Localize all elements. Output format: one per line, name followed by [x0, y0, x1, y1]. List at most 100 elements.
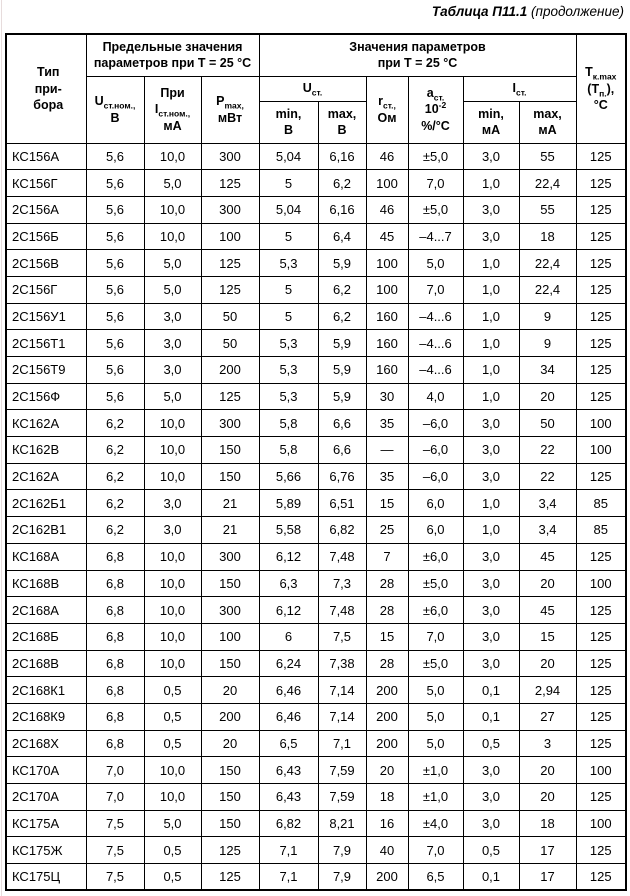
- value-cell: 5,8: [258, 409, 319, 438]
- value-cell: 85: [575, 516, 627, 544]
- value-cell: 150: [200, 756, 260, 784]
- value-cell: 5,3: [258, 249, 319, 277]
- value-cell: 6,2: [317, 275, 367, 304]
- value-cell: 125: [575, 649, 627, 678]
- value-cell: 10,0: [143, 649, 202, 678]
- value-cell: 5,0: [143, 809, 202, 838]
- a-st-power-base: 10: [424, 102, 439, 117]
- value-cell: 18: [365, 783, 409, 811]
- value-cell: 6,2: [85, 462, 145, 491]
- value-cell: 17: [518, 836, 577, 865]
- zener-parameters-table: Тип при- бора Предельные значения параме…: [5, 33, 628, 892]
- value-cell: –4...6: [407, 302, 464, 331]
- value-cell: 3,0: [143, 516, 202, 544]
- value-cell: 7,5: [85, 863, 145, 891]
- value-cell: 10,0: [143, 756, 202, 784]
- device-type-cell: 2С156В: [5, 249, 87, 277]
- value-cell: 10,0: [143, 409, 202, 438]
- value-cell: 28: [365, 596, 409, 624]
- value-cell: 6,82: [258, 809, 319, 838]
- value-cell: 0,5: [462, 729, 520, 758]
- value-cell: 6,2: [85, 516, 145, 544]
- i-st-symbol: I: [512, 81, 516, 96]
- value-cell: 200: [365, 863, 409, 891]
- value-cell: 1,0: [462, 356, 520, 384]
- value-cell: 1,0: [462, 329, 520, 357]
- u-nom-symbol: U: [94, 94, 104, 109]
- table-row: 2С156Т1 5,6 3,0 50 5,3 5,9 160 –4...6 1,0 9 125: [5, 329, 627, 357]
- value-cell: 6,0: [407, 516, 464, 544]
- i-nom-symbol: I: [154, 102, 159, 117]
- value-cell: 7,38: [317, 649, 367, 678]
- value-cell: ±5,0: [407, 142, 464, 171]
- value-cell: 22,4: [518, 249, 577, 277]
- value-cell: 7,5: [85, 809, 145, 838]
- value-cell: 7,0: [407, 169, 464, 197]
- value-cell: 5,9: [317, 329, 367, 357]
- value-cell: –4...7: [407, 222, 464, 251]
- header-u-max: max, В: [317, 100, 367, 144]
- t-max-paren-subscript: п.: [599, 88, 607, 99]
- value-cell: 22: [518, 436, 577, 464]
- value-cell: 6,8: [85, 569, 145, 598]
- value-cell: 6,8: [85, 676, 145, 704]
- value-cell: 5,6: [85, 275, 145, 304]
- value-cell: ±1,0: [407, 783, 464, 811]
- value-cell: 5,9: [317, 356, 367, 384]
- value-cell: 7,1: [317, 729, 367, 758]
- value-cell: 1,0: [462, 249, 520, 277]
- header-u-nom: Uст.ном., В: [85, 75, 145, 144]
- value-cell: 6,6: [317, 409, 367, 438]
- value-cell: 5,6: [85, 356, 145, 384]
- value-cell: 5,6: [85, 382, 145, 411]
- value-cell: 7,14: [317, 702, 367, 731]
- value-cell: 28: [365, 649, 409, 678]
- value-cell: 125: [575, 676, 627, 704]
- value-cell: 1,0: [462, 169, 520, 197]
- header-t-max: Tк.max (Tп.), °С: [575, 33, 627, 144]
- value-cell: 0,1: [462, 676, 520, 704]
- table-row: 2С156Ф 5,6 5,0 125 5,3 5,9 30 4,0 1,0 20 125: [5, 382, 627, 411]
- value-cell: 5,0: [143, 382, 202, 411]
- value-cell: 6,3: [258, 569, 319, 598]
- value-cell: 6,2: [317, 169, 367, 197]
- table-row: КС175А 7,5 5,0 150 6,82 8,21 16 ±4,0 3,0 18 100: [5, 809, 627, 838]
- value-cell: 5,6: [85, 222, 145, 251]
- value-cell: 125: [575, 356, 627, 384]
- value-cell: 3,4: [518, 516, 577, 544]
- value-cell: 7,0: [407, 836, 464, 865]
- value-cell: 18: [518, 222, 577, 251]
- value-cell: 1,0: [462, 516, 520, 544]
- value-cell: 7,1: [258, 836, 319, 865]
- table-body: КС156А 5,6 10,0 300 5,04 6,16 46 ±5,0 3,0 55 125 КС…: [5, 142, 627, 891]
- value-cell: 7,48: [317, 596, 367, 624]
- value-cell: 125: [575, 863, 627, 891]
- value-cell: 5,89: [258, 489, 319, 518]
- value-cell: 5,9: [317, 382, 367, 411]
- value-cell: 3,0: [462, 596, 520, 624]
- value-cell: 6,6: [317, 436, 367, 464]
- device-type-cell: 2С162В1: [5, 516, 87, 544]
- value-cell: 20: [518, 382, 577, 411]
- value-cell: 6,5: [407, 863, 464, 891]
- value-cell: 100: [200, 222, 260, 251]
- value-cell: 100: [575, 409, 627, 438]
- device-type-cell: КС162В: [5, 436, 87, 464]
- value-cell: 6,4: [317, 222, 367, 251]
- value-cell: 150: [200, 649, 260, 678]
- value-cell: 25: [365, 516, 409, 544]
- device-type-cell: КС170А: [5, 756, 87, 784]
- i-nom-subscript: ст.ном.,: [158, 108, 191, 119]
- a-st-unit: %/°С: [421, 118, 450, 133]
- value-cell: 20: [518, 649, 577, 678]
- table-row: КС162А 6,2 10,0 300 5,8 6,6 35 –6,0 3,0 50 100: [5, 409, 627, 438]
- i-nom-unit: мА: [163, 118, 182, 133]
- device-type-cell: 2С156А: [5, 195, 87, 224]
- header-i-min: min, мА: [462, 100, 520, 144]
- value-cell: 6,82: [317, 516, 367, 544]
- value-cell: 5,0: [407, 729, 464, 758]
- value-cell: 2,94: [518, 676, 577, 704]
- value-cell: 125: [575, 542, 627, 571]
- value-cell: 5: [258, 275, 319, 304]
- value-cell: 20: [200, 729, 260, 758]
